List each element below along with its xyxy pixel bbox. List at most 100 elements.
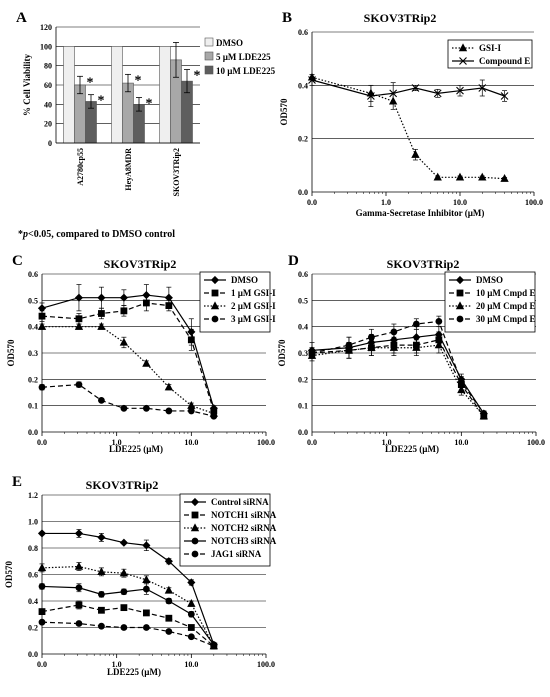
x-tick-label: 10.0 bbox=[454, 438, 468, 447]
x-tick-label: 10.0 bbox=[184, 660, 198, 669]
footnote-p: p bbox=[22, 229, 28, 240]
data-point bbox=[165, 597, 173, 605]
legend: DMSO 1 µM GSI-I 2 µM GSI-I 3 µM GSI-I bbox=[199, 271, 276, 333]
panel-title: SKOV3TRip2 bbox=[364, 11, 437, 25]
y-axis-label: OD570 bbox=[277, 339, 287, 367]
series bbox=[308, 331, 488, 420]
legend-box bbox=[199, 271, 271, 333]
data-point bbox=[119, 538, 128, 547]
series-line bbox=[42, 326, 215, 415]
data-point bbox=[390, 328, 398, 336]
series bbox=[38, 600, 218, 650]
data-point bbox=[98, 590, 105, 598]
data-point bbox=[120, 604, 128, 612]
data-point bbox=[187, 336, 195, 344]
series-line bbox=[42, 532, 215, 645]
x-tick-label: 100.0 bbox=[527, 438, 545, 447]
footnote-star: * bbox=[18, 229, 23, 240]
data-point bbox=[456, 289, 464, 297]
panel-d-chart: SKOV3TRip2 0.0 0.1 0.2 0.3 0.4 0.5 0.6 0.0 1.0 10.… bbox=[277, 257, 545, 454]
y-tick-label: 0.5 bbox=[298, 296, 308, 305]
data-point bbox=[120, 307, 128, 315]
data-point bbox=[37, 322, 47, 330]
legend-label: JAG1 siRNA bbox=[211, 549, 262, 559]
data-point bbox=[433, 172, 442, 181]
x-axis-label: LDE225 (µM) bbox=[109, 444, 163, 454]
x-axis-label: LDE225 (µM) bbox=[107, 667, 161, 677]
series bbox=[307, 336, 488, 420]
y-tick-label: 0.2 bbox=[28, 375, 38, 384]
panel-b-chart: SKOV3TRip2 0.0 0.2 0.4 0.6 0.0 1.0 10.0 100.0 Gam… bbox=[279, 11, 543, 218]
data-point bbox=[457, 385, 466, 394]
x-tick-label: 10.0 bbox=[184, 438, 198, 447]
data-point bbox=[308, 349, 316, 357]
y-tick-label: 0.0 bbox=[28, 650, 38, 659]
series-line bbox=[41, 565, 215, 647]
series bbox=[38, 294, 218, 415]
data-point bbox=[345, 341, 353, 349]
x-tick-label: 100.0 bbox=[257, 660, 275, 669]
data-point bbox=[478, 172, 487, 181]
series-line bbox=[311, 320, 485, 414]
data-point bbox=[164, 557, 173, 566]
data-point bbox=[119, 568, 129, 577]
data-point bbox=[187, 610, 195, 618]
y-tick-label: 0.6 bbox=[298, 28, 308, 37]
data-point bbox=[458, 43, 468, 52]
significance-star: * bbox=[146, 97, 153, 112]
data-point bbox=[38, 312, 46, 320]
data-point bbox=[142, 404, 150, 412]
series-line bbox=[311, 76, 505, 180]
x-tick-label: 1.0 bbox=[112, 438, 122, 447]
data-point bbox=[210, 275, 220, 285]
legend-label: Compound E bbox=[479, 56, 530, 66]
data-point bbox=[74, 529, 84, 538]
data-point bbox=[187, 598, 196, 607]
data-point bbox=[97, 293, 106, 302]
legend-label: 10 µM LDE225 bbox=[216, 66, 276, 76]
panel-a-category-labels: A2780cp55 HeyA8MDR SKOV3TRip2 bbox=[76, 148, 181, 197]
y-tick-label: 0.3 bbox=[298, 349, 308, 358]
x-tick-label: 0.0 bbox=[37, 438, 47, 447]
data-point bbox=[38, 618, 46, 626]
data-point bbox=[411, 84, 420, 92]
panel-letter-e: E bbox=[12, 474, 22, 490]
series-line bbox=[41, 585, 215, 646]
data-point bbox=[142, 575, 151, 583]
data-point bbox=[500, 92, 509, 100]
series-line bbox=[41, 294, 215, 409]
legend-label: DMSO bbox=[231, 275, 258, 285]
y-tick-label: 0.6 bbox=[298, 270, 308, 279]
y-tick-label: 0.1 bbox=[298, 402, 308, 411]
legend-label: DMSO bbox=[476, 275, 503, 285]
y-axis-label: OD570 bbox=[4, 561, 14, 589]
data-point bbox=[165, 628, 173, 635]
data-point bbox=[37, 529, 47, 538]
legend: Control siRNA NOTCH1 siRNA NOTCH2 siRNA NOT… bbox=[179, 493, 277, 567]
series-line bbox=[41, 383, 214, 417]
data-point bbox=[367, 343, 376, 351]
legend-label: 10 µM Cmpd E bbox=[476, 288, 535, 298]
data-point bbox=[191, 511, 199, 519]
category-label: SKOV3TRip2 bbox=[172, 148, 181, 196]
series-line bbox=[41, 604, 215, 647]
data-point bbox=[142, 609, 150, 617]
y-tick-label: 60 bbox=[44, 81, 52, 90]
data-point bbox=[308, 76, 316, 84]
data-point bbox=[142, 358, 151, 367]
series bbox=[37, 284, 218, 413]
data-point bbox=[74, 322, 84, 330]
legend-label: DMSO bbox=[216, 38, 243, 48]
data-point bbox=[119, 337, 129, 346]
panel-letter-b: B bbox=[282, 10, 292, 26]
y-tick-label: 0.4 bbox=[28, 597, 38, 606]
panel-letter-c: C bbox=[12, 253, 23, 269]
legend-label: NOTCH3 siRNA bbox=[211, 536, 277, 546]
legend-label: 20 µM Cmpd E bbox=[476, 301, 535, 311]
y-tick-label: 0.1 bbox=[28, 402, 38, 411]
data-point bbox=[190, 523, 200, 532]
x-tick-label: 0.0 bbox=[37, 660, 47, 669]
x-axis-label: Gamma-Secretase Inhibitor (µM) bbox=[356, 208, 485, 218]
x-tick-label: 0.0 bbox=[307, 438, 317, 447]
